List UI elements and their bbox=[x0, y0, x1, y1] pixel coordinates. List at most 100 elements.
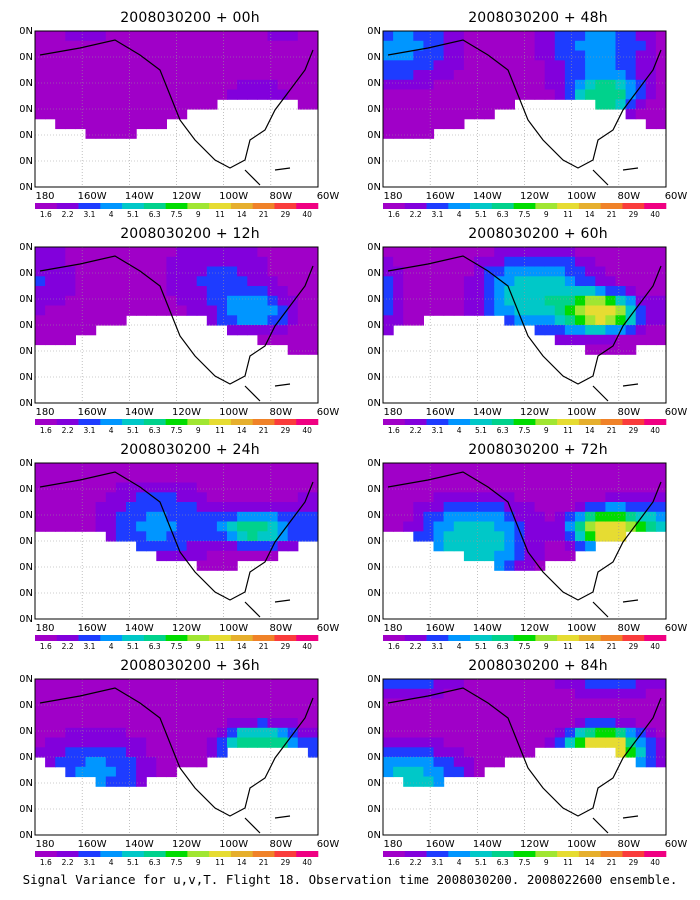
field-cell bbox=[655, 463, 666, 474]
field-cell bbox=[524, 541, 536, 552]
field-cell bbox=[453, 99, 465, 110]
field-cell bbox=[45, 463, 56, 474]
field-cell bbox=[403, 718, 414, 729]
field-cell bbox=[166, 256, 178, 268]
field-cell bbox=[267, 698, 279, 709]
field-cell bbox=[494, 511, 505, 523]
field-cell bbox=[196, 31, 208, 42]
field-cell bbox=[585, 727, 596, 739]
field-cell bbox=[433, 276, 445, 287]
field-cell bbox=[257, 315, 269, 326]
field-cell bbox=[216, 31, 228, 42]
field-cell bbox=[307, 727, 318, 739]
field-cell bbox=[216, 511, 228, 523]
field-cell bbox=[484, 541, 495, 552]
field-cell bbox=[534, 315, 546, 326]
legend-swatch bbox=[274, 851, 297, 857]
field-cell bbox=[504, 99, 515, 110]
field-cell bbox=[534, 679, 546, 690]
field-cell bbox=[383, 679, 394, 690]
field-cell bbox=[453, 482, 465, 493]
field-cell bbox=[413, 698, 424, 709]
legend-label: 6.3 bbox=[497, 858, 509, 867]
field-cell bbox=[504, 531, 515, 542]
field-cell bbox=[196, 472, 208, 484]
field-cell bbox=[423, 698, 435, 709]
field-cell bbox=[453, 286, 465, 297]
field-cell bbox=[474, 541, 485, 552]
field-cell bbox=[453, 266, 465, 277]
field-cell bbox=[514, 708, 526, 719]
field-cell bbox=[257, 502, 269, 513]
field-cell bbox=[166, 708, 178, 719]
field-cell bbox=[484, 708, 495, 719]
field-cell bbox=[443, 698, 455, 709]
field-cell bbox=[393, 679, 404, 690]
field-cell bbox=[484, 109, 495, 120]
field-cell bbox=[35, 718, 46, 729]
field-cell bbox=[423, 109, 435, 120]
coastline bbox=[387, 255, 662, 402]
field-cell bbox=[393, 109, 404, 120]
legend-label: 4 bbox=[457, 426, 462, 435]
legend-swatch bbox=[578, 419, 601, 425]
field-cell bbox=[645, 315, 657, 326]
field-cell bbox=[297, 727, 309, 739]
legend-label: 21 bbox=[607, 210, 617, 219]
field-cell bbox=[575, 286, 586, 297]
field-cell bbox=[514, 727, 526, 739]
field-cell bbox=[35, 737, 46, 748]
field-cell bbox=[257, 89, 269, 100]
field-cell bbox=[564, 286, 576, 297]
y-tick-label: 10N bbox=[20, 830, 33, 841]
field-cell bbox=[115, 256, 127, 268]
field-cell bbox=[85, 247, 97, 258]
field-cell bbox=[463, 718, 475, 729]
legend-swatch bbox=[230, 203, 253, 209]
field-cell bbox=[85, 482, 97, 493]
field-cell bbox=[95, 99, 107, 110]
field-cell bbox=[484, 718, 495, 729]
field-cell bbox=[45, 502, 56, 513]
field-cell bbox=[186, 50, 198, 61]
field-cell bbox=[575, 482, 586, 493]
field-cell bbox=[277, 79, 289, 91]
field-cell bbox=[35, 679, 46, 690]
field-cell bbox=[544, 482, 556, 493]
field-cell bbox=[136, 256, 147, 268]
field-cell bbox=[55, 70, 66, 81]
field-cell bbox=[45, 247, 56, 258]
field-cell bbox=[443, 70, 455, 81]
field-cell bbox=[484, 60, 495, 71]
field-cell bbox=[474, 679, 485, 690]
field-cell bbox=[267, 276, 279, 287]
field-cell bbox=[156, 737, 167, 748]
field-cell bbox=[287, 334, 299, 346]
x-tick-label: 100W bbox=[567, 191, 596, 202]
field-cell bbox=[645, 70, 657, 81]
field-cell bbox=[55, 247, 66, 258]
field-cell bbox=[655, 109, 666, 120]
field-cell bbox=[554, 502, 566, 513]
legend-swatch bbox=[165, 635, 188, 641]
field-cell bbox=[564, 482, 576, 493]
field-cell bbox=[227, 688, 238, 700]
field-cell bbox=[443, 60, 455, 71]
y-tick-label: 60N bbox=[368, 268, 381, 279]
field-cell bbox=[287, 344, 299, 355]
field-cell bbox=[45, 727, 56, 739]
field-cell bbox=[453, 688, 465, 700]
field-cell bbox=[247, 266, 258, 277]
field-cell bbox=[55, 482, 66, 493]
legend-label: 5.1 bbox=[475, 858, 487, 867]
legend-swatch bbox=[600, 203, 623, 209]
field-cell bbox=[605, 521, 617, 532]
field-cell bbox=[463, 511, 475, 523]
field-cell bbox=[216, 60, 228, 71]
field-cell bbox=[463, 256, 475, 268]
field-cell bbox=[35, 256, 46, 268]
field-cell bbox=[267, 295, 279, 307]
field-cell bbox=[136, 688, 147, 700]
field-cell bbox=[554, 492, 566, 503]
field-cell bbox=[453, 256, 465, 268]
